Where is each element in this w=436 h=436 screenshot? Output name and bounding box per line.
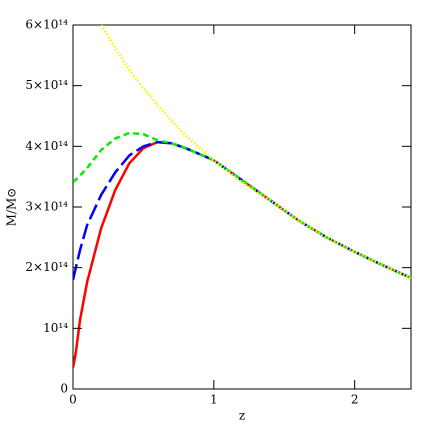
y-tick-label: 5×10¹⁴ xyxy=(25,78,68,92)
y-tick-label: 0 xyxy=(60,382,68,396)
y-tick-label: 10¹⁴ xyxy=(43,321,68,335)
series-line xyxy=(100,25,411,280)
y-tick-label: 2×10¹⁴ xyxy=(25,260,68,274)
plot-lines xyxy=(73,25,411,368)
y-tick-label: 3×10¹⁴ xyxy=(25,200,68,214)
series-line xyxy=(73,131,411,280)
plot-frame xyxy=(72,24,412,390)
y-tick-label: 6×10¹⁴ xyxy=(25,18,68,32)
x-axis-label: z xyxy=(239,409,245,423)
x-tick-label: 0 xyxy=(69,393,77,407)
x-tick-label: 1 xyxy=(210,393,218,407)
x-tick-label: 2 xyxy=(351,393,359,407)
y-tick-label: 4×10¹⁴ xyxy=(25,139,68,153)
series-line xyxy=(73,140,411,281)
y-axis-label: M/M⊙ xyxy=(5,188,19,227)
